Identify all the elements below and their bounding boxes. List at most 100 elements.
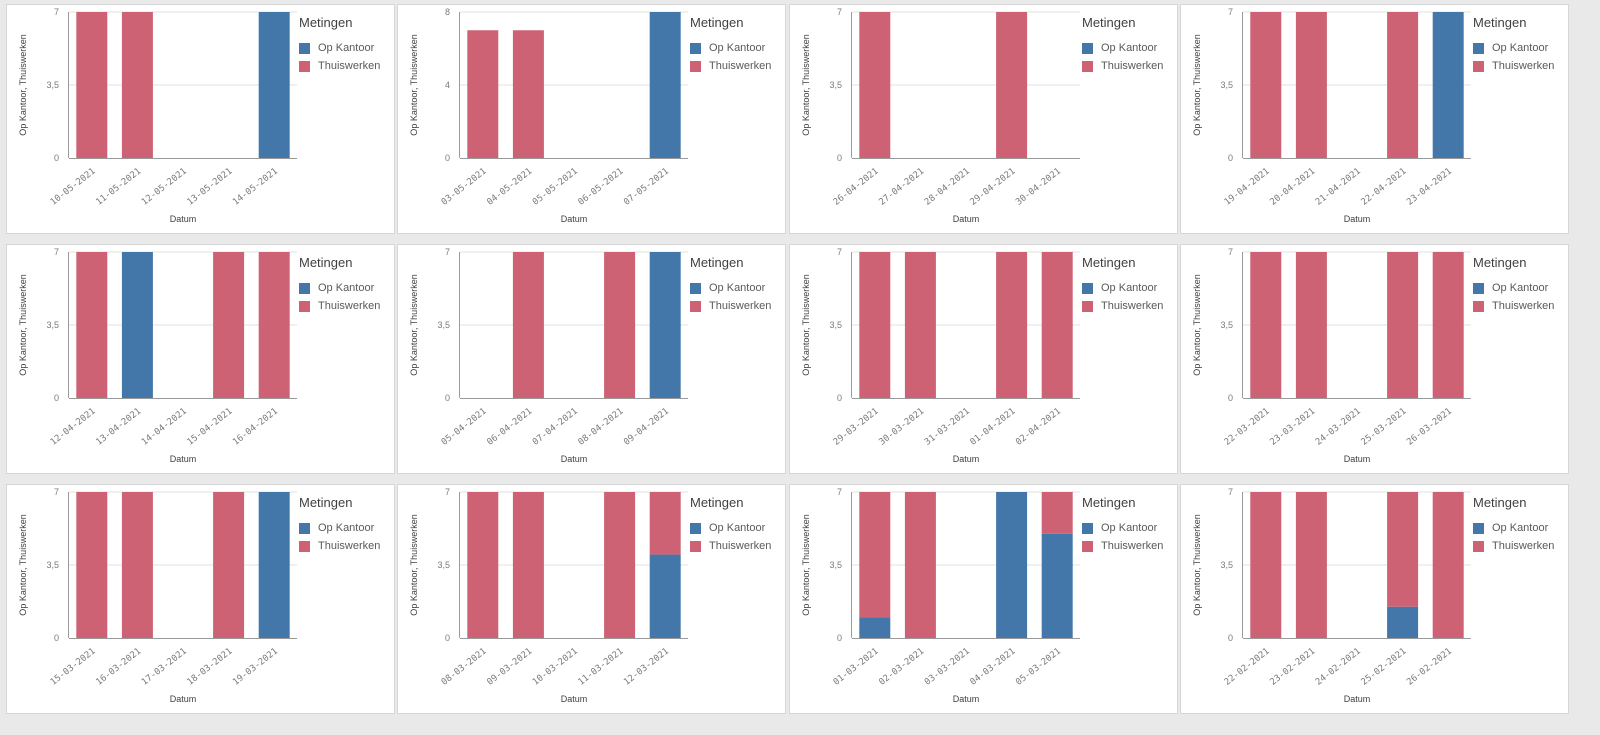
bar-thuiswerken[interactable] — [1041, 252, 1073, 398]
legend-item-op-kantoor[interactable]: Op Kantoor — [690, 279, 785, 297]
bar-op-kantoor[interactable] — [649, 554, 681, 638]
y-tick-label: 0 — [837, 153, 842, 163]
bar-op-kantoor[interactable] — [258, 492, 290, 638]
y-tick-label: 0 — [837, 393, 842, 403]
bar-op-kantoor[interactable] — [1432, 12, 1464, 158]
bar-thuiswerken[interactable] — [512, 30, 544, 158]
legend-item-op-kantoor[interactable]: Op Kantoor — [1473, 279, 1568, 297]
bar-op-kantoor[interactable] — [258, 12, 290, 158]
bar-thuiswerken[interactable] — [1041, 492, 1073, 534]
bar-op-kantoor[interactable] — [996, 492, 1028, 638]
legend-item-op-kantoor[interactable]: Op Kantoor — [1082, 519, 1177, 537]
bar-op-kantoor[interactable] — [649, 12, 681, 158]
bar-thuiswerken[interactable] — [859, 252, 891, 398]
bar-thuiswerken[interactable] — [859, 12, 891, 158]
bar-thuiswerken[interactable] — [1250, 492, 1282, 638]
bar-thuiswerken[interactable] — [213, 252, 245, 398]
legend-item-thuiswerken[interactable]: Thuiswerken — [1082, 537, 1177, 555]
legend: Metingen Op Kantoor Thuiswerken — [1473, 255, 1568, 315]
bar-thuiswerken[interactable] — [258, 252, 290, 398]
legend-item-op-kantoor[interactable]: Op Kantoor — [299, 39, 394, 57]
bar-thuiswerken[interactable] — [512, 492, 544, 638]
legend-item-thuiswerken[interactable]: Thuiswerken — [690, 297, 785, 315]
y-tick-label: 7 — [837, 247, 842, 257]
bar-op-kantoor[interactable] — [1041, 533, 1073, 638]
bar-op-kantoor[interactable] — [1387, 606, 1419, 638]
legend-swatch — [299, 300, 310, 312]
y-tick-label: 7 — [837, 487, 842, 497]
legend-item-thuiswerken[interactable]: Thuiswerken — [1473, 537, 1568, 555]
legend-item-op-kantoor[interactable]: Op Kantoor — [299, 519, 394, 537]
legend-item-op-kantoor[interactable]: Op Kantoor — [1473, 39, 1568, 57]
bar-thuiswerken[interactable] — [1387, 252, 1419, 398]
bar-thuiswerken[interactable] — [213, 492, 245, 638]
legend-item-thuiswerken[interactable]: Thuiswerken — [1082, 297, 1177, 315]
y-tick-label: 0 — [445, 393, 450, 403]
chart-panel[interactable]: 0 3,5 7 26-04-2021 27-04-2021 28-04-2021 29-04… — [789, 4, 1178, 234]
bar-thuiswerken[interactable] — [604, 492, 636, 638]
bar-thuiswerken[interactable] — [1295, 12, 1327, 158]
legend-item-op-kantoor[interactable]: Op Kantoor — [299, 279, 394, 297]
chart-panel[interactable]: 0 3,5 7 22-02-2021 23-02-2021 24-02-2021 25-02… — [1180, 484, 1569, 714]
legend-item-thuiswerken[interactable]: Thuiswerken — [1473, 297, 1568, 315]
bar-thuiswerken[interactable] — [1250, 12, 1282, 158]
legend-item-thuiswerken[interactable]: Thuiswerken — [690, 57, 785, 75]
bar-thuiswerken[interactable] — [1387, 492, 1419, 607]
bar-thuiswerken[interactable] — [512, 252, 544, 398]
bar-thuiswerken[interactable] — [76, 252, 108, 398]
legend-item-thuiswerken[interactable]: Thuiswerken — [1082, 57, 1177, 75]
y-tick-label: 3,5 — [46, 560, 59, 570]
legend-item-thuiswerken[interactable]: Thuiswerken — [299, 537, 394, 555]
legend-title: Metingen — [690, 15, 744, 30]
y-tick-label: 0 — [445, 153, 450, 163]
legend-item-op-kantoor[interactable]: Op Kantoor — [690, 519, 785, 537]
legend-item-op-kantoor[interactable]: Op Kantoor — [1082, 279, 1177, 297]
bar-thuiswerken[interactable] — [121, 12, 153, 158]
x-tick-label: 30-03-2021 — [877, 406, 926, 447]
legend-item-thuiswerken[interactable]: Thuiswerken — [690, 537, 785, 555]
bar-thuiswerken[interactable] — [996, 12, 1028, 158]
legend-item-op-kantoor[interactable]: Op Kantoor — [1082, 39, 1177, 57]
chart-panel[interactable]: 0 3,5 7 19-04-2021 20-04-2021 21-04-2021 22-04… — [1180, 4, 1569, 234]
bar-thuiswerken[interactable] — [467, 30, 499, 158]
legend: Metingen Op Kantoor Thuiswerken — [299, 15, 394, 75]
chart-panel[interactable]: 0 4 8 03-05-2021 04-05-2021 05-05-2021 06-05-2… — [397, 4, 786, 234]
legend-title: Metingen — [690, 495, 744, 510]
bar-thuiswerken[interactable] — [604, 252, 636, 398]
x-tick-label: 01-04-2021 — [969, 406, 1018, 447]
bar-thuiswerken[interactable] — [76, 492, 108, 638]
chart-panel[interactable]: 0 3,5 7 05-04-2021 06-04-2021 07-04-2021 08-04… — [397, 244, 786, 474]
bar-thuiswerken[interactable] — [996, 252, 1028, 398]
bar-thuiswerken[interactable] — [904, 492, 936, 638]
legend-label: Thuiswerken — [709, 60, 772, 72]
chart-panel[interactable]: 0 3,5 7 01-03-2021 02-03-2021 03-03-2021 04-03… — [789, 484, 1178, 714]
x-tick-label: 23-04-2021 — [1405, 166, 1454, 207]
chart-panel[interactable]: 0 3,5 7 22-03-2021 23-03-2021 24-03-2021 25-03… — [1180, 244, 1569, 474]
bar-thuiswerken[interactable] — [904, 252, 936, 398]
bar-thuiswerken[interactable] — [649, 492, 681, 555]
x-tick-label: 24-02-2021 — [1314, 646, 1363, 687]
bar-op-kantoor[interactable] — [121, 252, 153, 398]
bar-thuiswerken[interactable] — [1295, 492, 1327, 638]
legend-item-op-kantoor[interactable]: Op Kantoor — [690, 39, 785, 57]
legend-item-thuiswerken[interactable]: Thuiswerken — [299, 297, 394, 315]
bar-thuiswerken[interactable] — [1295, 252, 1327, 398]
bar-thuiswerken[interactable] — [1432, 252, 1464, 398]
legend-item-op-kantoor[interactable]: Op Kantoor — [1473, 519, 1568, 537]
bar-op-kantoor[interactable] — [859, 617, 891, 638]
legend-item-thuiswerken[interactable]: Thuiswerken — [1473, 57, 1568, 75]
chart-panel[interactable]: 0 3,5 7 29-03-2021 30-03-2021 31-03-2021 01-04… — [789, 244, 1178, 474]
bar-thuiswerken[interactable] — [467, 492, 499, 638]
chart-panel[interactable]: 0 3,5 7 12-04-2021 13-04-2021 14-04-2021 15-04… — [6, 244, 395, 474]
bar-thuiswerken[interactable] — [1250, 252, 1282, 398]
chart-panel[interactable]: 0 3,5 7 10-05-2021 11-05-2021 12-05-2021 13-05… — [6, 4, 395, 234]
bar-thuiswerken[interactable] — [859, 492, 891, 618]
bar-thuiswerken[interactable] — [1387, 12, 1419, 158]
chart-panel[interactable]: 0 3,5 7 08-03-2021 09-03-2021 10-03-2021 11-03… — [397, 484, 786, 714]
bar-thuiswerken[interactable] — [76, 12, 108, 158]
bar-thuiswerken[interactable] — [121, 492, 153, 638]
bar-thuiswerken[interactable] — [1432, 492, 1464, 638]
legend-item-thuiswerken[interactable]: Thuiswerken — [299, 57, 394, 75]
chart-panel[interactable]: 0 3,5 7 15-03-2021 16-03-2021 17-03-2021 18-03… — [6, 484, 395, 714]
bar-op-kantoor[interactable] — [649, 252, 681, 398]
